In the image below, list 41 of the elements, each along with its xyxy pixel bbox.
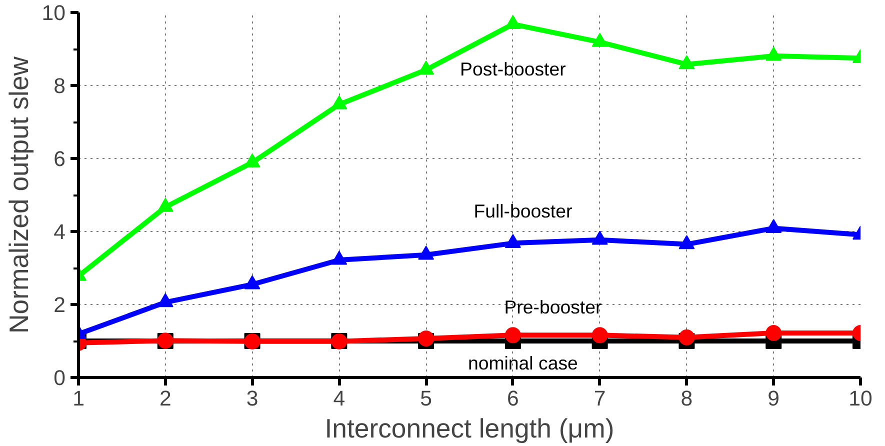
point — [418, 60, 434, 75]
series-label: Pre-booster — [504, 296, 602, 318]
point — [592, 32, 608, 47]
y-tick-label: 10 — [42, 1, 66, 25]
y-tick-label: 2 — [54, 293, 66, 317]
point — [766, 324, 782, 341]
point — [331, 250, 348, 265]
point — [766, 219, 782, 234]
series-label: nominal case — [468, 352, 578, 374]
x-tick-label: 9 — [768, 386, 780, 410]
point — [504, 234, 521, 248]
x-tick-label: 2 — [159, 386, 172, 410]
point — [504, 327, 521, 344]
point — [766, 46, 782, 61]
y-tick-label: 6 — [54, 147, 66, 171]
point — [678, 235, 695, 250]
point — [331, 95, 348, 110]
point — [678, 329, 695, 346]
point — [418, 246, 434, 260]
y-tick-label: 4 — [54, 220, 66, 244]
point — [592, 327, 608, 344]
point — [678, 55, 695, 70]
x-tick-label: 5 — [420, 386, 432, 410]
x-tick-label: 7 — [594, 386, 606, 410]
y-axis-title: Normalized output slew — [4, 56, 34, 334]
y-tick-label: 8 — [54, 74, 66, 98]
x-tick-label: 4 — [333, 386, 346, 410]
point — [244, 275, 260, 290]
y-tick-label: 0 — [54, 366, 66, 390]
x-tick-label: 8 — [680, 386, 693, 410]
x-tick-label: 10 — [848, 386, 872, 410]
series-label: Post-booster — [460, 58, 566, 80]
x-tick-label: 6 — [507, 386, 519, 410]
x-tick-label: 3 — [246, 386, 258, 410]
point — [157, 293, 174, 308]
x-tick-label: 1 — [72, 386, 84, 410]
series-label: Full-booster — [474, 200, 572, 222]
x-axis-title: Interconnect length (μm) — [324, 414, 614, 444]
point — [418, 330, 434, 346]
point — [157, 198, 174, 212]
point — [592, 230, 608, 245]
